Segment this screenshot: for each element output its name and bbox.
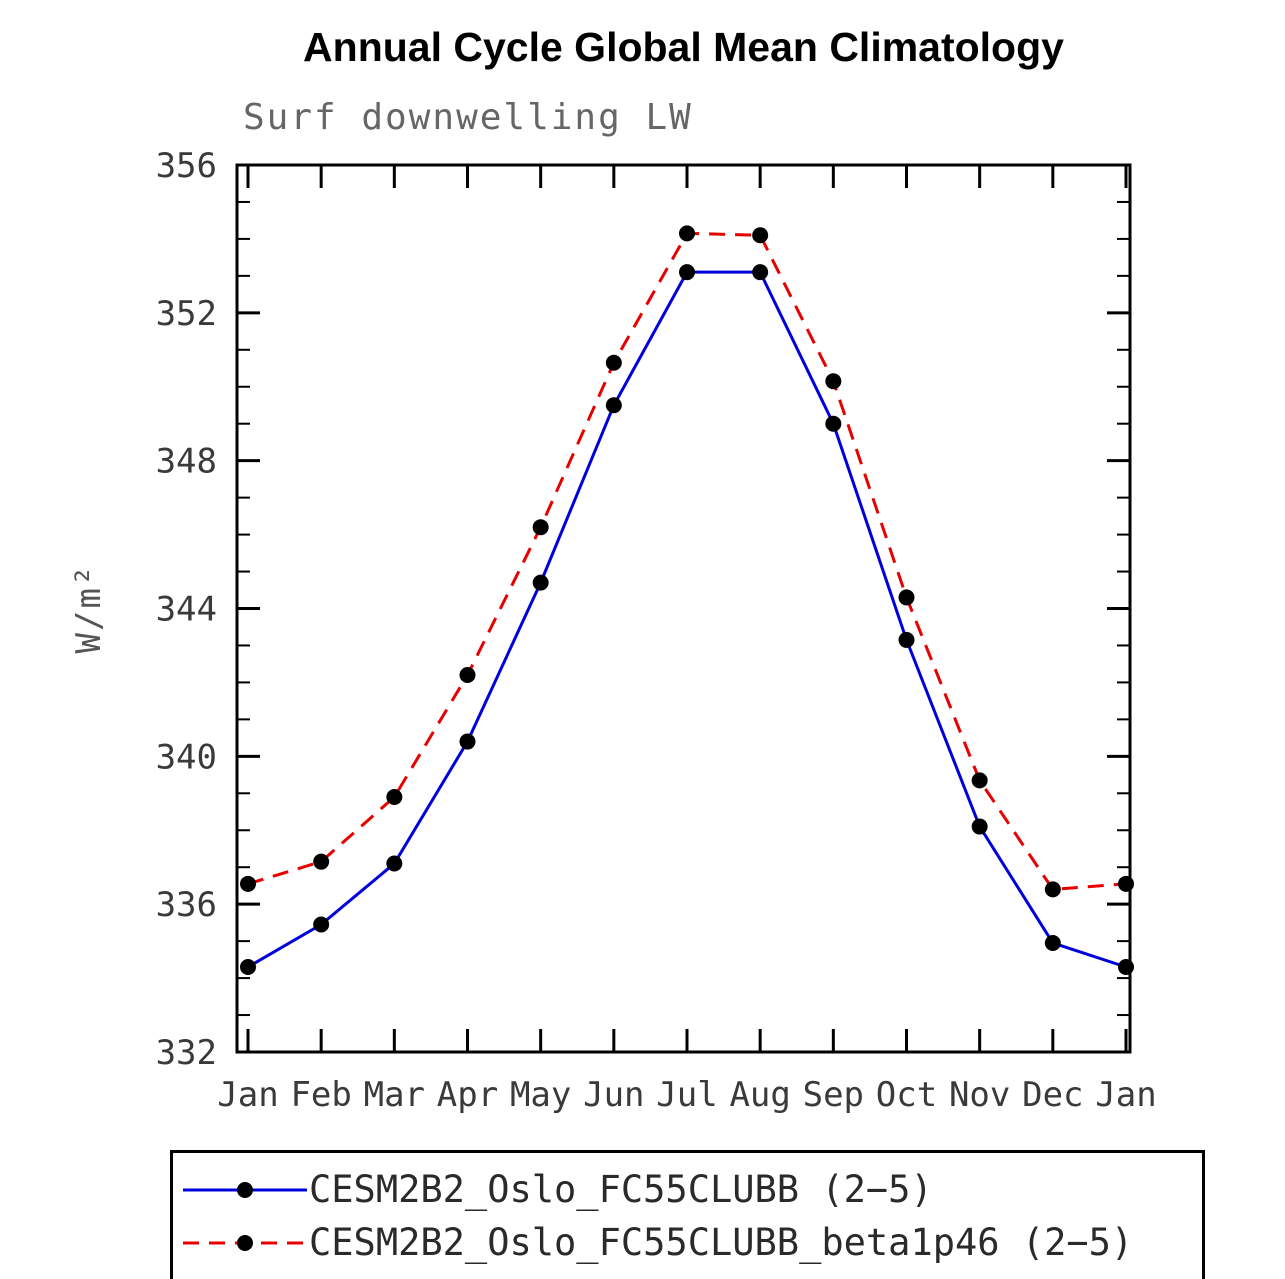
data-point bbox=[240, 958, 256, 975]
x-tick-label: Nov bbox=[949, 1075, 1010, 1115]
y-tick-label: 336 bbox=[156, 885, 217, 925]
x-tick-label: Oct bbox=[876, 1075, 937, 1115]
data-point bbox=[679, 264, 695, 281]
data-point bbox=[386, 788, 403, 805]
plot-frame bbox=[235, 163, 1132, 1054]
data-point bbox=[459, 733, 476, 750]
x-tick-label: Jan bbox=[217, 1075, 278, 1115]
legend-item: CESM2B2_Oslo_FC55CLUBB (2−5) bbox=[181, 1163, 1202, 1216]
x-tick-label: Feb bbox=[290, 1075, 351, 1115]
x-tick-label: Aug bbox=[729, 1075, 790, 1115]
legend-item: CESM2B2_Oslo_FC55CLUBB_beta1p46 (2−5) bbox=[181, 1216, 1202, 1269]
chart-subtitle: Surf downwelling LW bbox=[243, 97, 693, 138]
x-tick-label: May bbox=[510, 1075, 571, 1115]
data-point bbox=[752, 264, 769, 281]
data-point bbox=[313, 916, 330, 933]
series-line-0 bbox=[247, 270, 1127, 969]
legend-label-series-1: CESM2B2_Oslo_FC55CLUBB_beta1p46 (2−5) bbox=[309, 1221, 1134, 1264]
data-point bbox=[825, 415, 842, 432]
x-tick-label: Jan bbox=[1095, 1075, 1156, 1115]
x-tick-label: Apr bbox=[437, 1075, 498, 1115]
legend-sample-series-1 bbox=[183, 1234, 307, 1251]
data-point bbox=[971, 818, 988, 835]
legend-sample-series-0 bbox=[183, 1181, 307, 1198]
data-point bbox=[752, 227, 769, 244]
chart-title: Annual Cycle Global Mean Climatology bbox=[303, 24, 1064, 70]
data-point bbox=[532, 519, 549, 536]
data-point bbox=[898, 589, 915, 606]
data-point bbox=[1118, 875, 1134, 892]
y-tick-label: 344 bbox=[156, 590, 217, 630]
data-point bbox=[386, 855, 403, 872]
series-line-1 bbox=[247, 231, 1127, 891]
data-point bbox=[825, 373, 842, 390]
data-point bbox=[532, 574, 549, 591]
data-point bbox=[605, 354, 622, 371]
x-tick-label: Dec bbox=[1022, 1075, 1083, 1115]
legend-marker-sample bbox=[237, 1234, 253, 1251]
y-axis-label: W/m² bbox=[69, 564, 109, 654]
x-tick-label: Jul bbox=[656, 1075, 717, 1115]
y-tick-label: 332 bbox=[156, 1033, 217, 1073]
y-tick-label: 340 bbox=[156, 737, 217, 777]
legend: CESM2B2_Oslo_FC55CLUBB (2−5) CESM2B2_Osl… bbox=[170, 1150, 1205, 1279]
y-tick-label: 356 bbox=[156, 146, 217, 186]
legend-label-series-0: CESM2B2_Oslo_FC55CLUBB (2−5) bbox=[309, 1168, 933, 1211]
y-tick-label: 352 bbox=[156, 294, 217, 334]
data-point bbox=[1044, 881, 1061, 898]
data-point bbox=[459, 667, 476, 684]
data-point bbox=[1118, 958, 1134, 975]
data-point bbox=[971, 772, 988, 789]
data-point bbox=[605, 397, 622, 414]
x-tick-label: Mar bbox=[364, 1075, 425, 1115]
y-tick-label: 348 bbox=[156, 442, 217, 482]
x-tick-label: Sep bbox=[803, 1075, 864, 1115]
data-point bbox=[1044, 934, 1061, 951]
legend-marker-sample bbox=[237, 1181, 253, 1198]
data-point bbox=[240, 875, 256, 892]
data-point bbox=[313, 853, 330, 870]
x-tick-label: Jun bbox=[583, 1075, 644, 1115]
data-point bbox=[679, 225, 695, 242]
data-point bbox=[898, 631, 915, 648]
